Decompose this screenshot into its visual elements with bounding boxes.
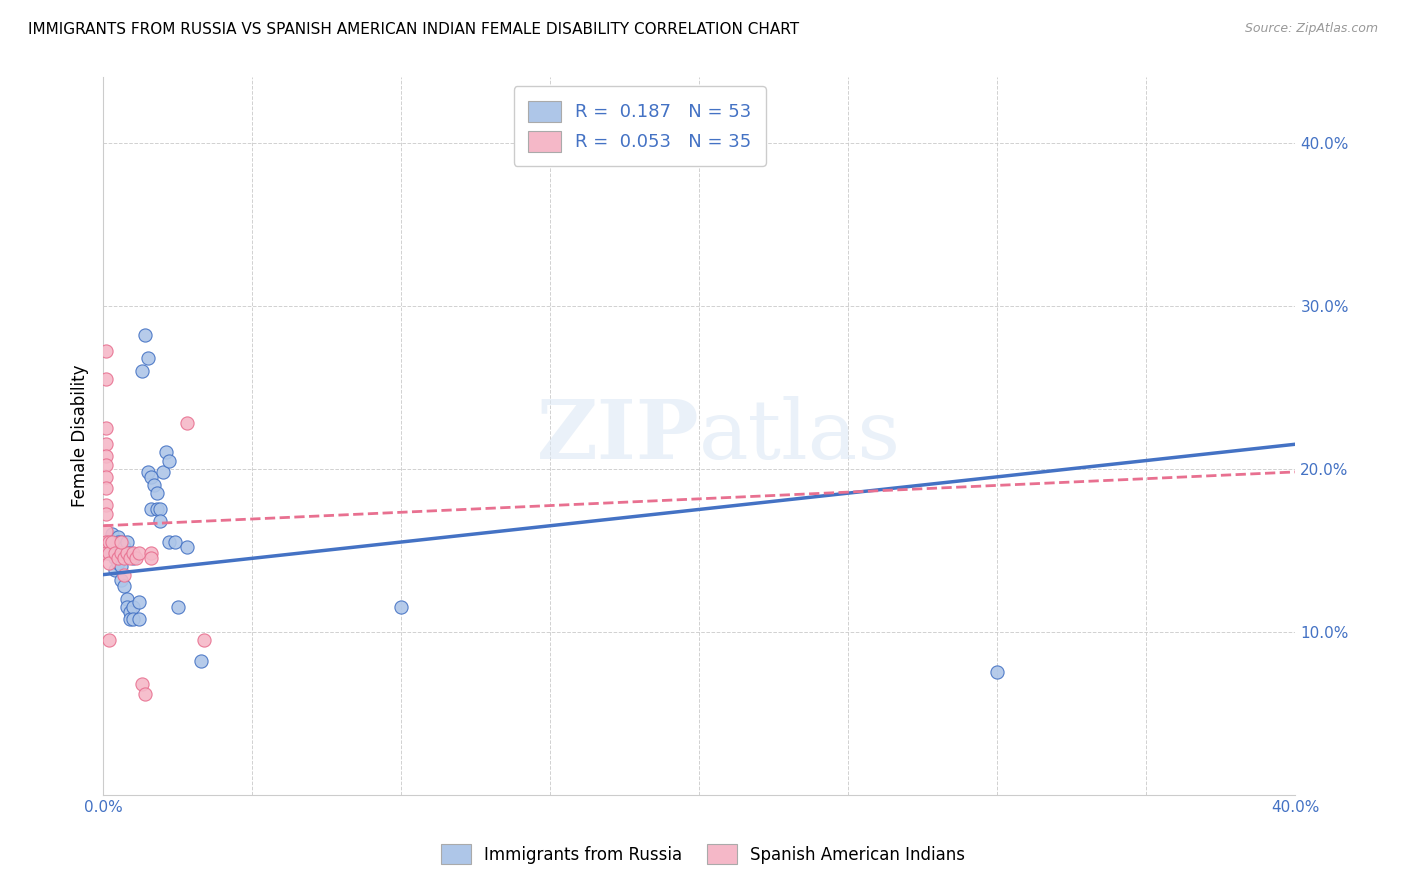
Point — [110, 546, 132, 560]
Point — [98, 546, 121, 560]
Point — [115, 546, 138, 560]
Point — [139, 546, 162, 560]
Point — [136, 465, 159, 479]
Point — [104, 546, 127, 560]
Point — [128, 595, 150, 609]
Point — [107, 535, 129, 549]
Point — [128, 612, 150, 626]
Point — [134, 328, 156, 343]
Point — [118, 612, 141, 626]
Point — [176, 416, 198, 430]
Text: atlas: atlas — [699, 396, 901, 476]
Point — [122, 612, 145, 626]
Point — [104, 563, 127, 577]
Point — [149, 514, 172, 528]
Point — [112, 546, 135, 560]
Point — [110, 535, 132, 549]
Point — [110, 546, 132, 560]
Point — [115, 600, 138, 615]
Point — [94, 508, 117, 522]
Point — [110, 573, 132, 587]
Point — [176, 540, 198, 554]
Point — [98, 535, 121, 549]
Point — [94, 437, 117, 451]
Point — [166, 600, 188, 615]
Point — [94, 546, 117, 560]
Point — [94, 372, 117, 386]
Point — [986, 665, 1008, 680]
Point — [152, 465, 174, 479]
Point — [122, 600, 145, 615]
Point — [118, 546, 141, 560]
Point — [118, 551, 141, 566]
Point — [98, 546, 121, 560]
Point — [389, 600, 412, 615]
Point — [115, 546, 138, 560]
Point — [136, 351, 159, 365]
Point — [107, 556, 129, 570]
Point — [101, 546, 124, 560]
Point — [94, 481, 117, 495]
Point — [104, 540, 127, 554]
Point — [157, 535, 180, 549]
Point — [125, 551, 148, 566]
Point — [112, 579, 135, 593]
Point — [107, 546, 129, 560]
Point — [139, 470, 162, 484]
Point — [98, 556, 121, 570]
Point — [112, 567, 135, 582]
Text: Source: ZipAtlas.com: Source: ZipAtlas.com — [1244, 22, 1378, 36]
Point — [155, 445, 177, 459]
Point — [94, 458, 117, 473]
Point — [94, 470, 117, 484]
Point — [94, 421, 117, 435]
Point — [115, 592, 138, 607]
Point — [94, 535, 117, 549]
Point — [128, 546, 150, 560]
Point — [94, 535, 117, 549]
Point — [190, 654, 212, 668]
Point — [146, 486, 169, 500]
Point — [149, 502, 172, 516]
Point — [94, 449, 117, 463]
Point — [142, 478, 165, 492]
Point — [139, 551, 162, 566]
Point — [134, 687, 156, 701]
Point — [157, 453, 180, 467]
Point — [112, 540, 135, 554]
Point — [101, 535, 124, 549]
Text: ZIP: ZIP — [537, 396, 699, 476]
Point — [163, 535, 186, 549]
Point — [94, 524, 117, 538]
Point — [94, 344, 117, 359]
Point — [110, 559, 132, 574]
Point — [107, 551, 129, 566]
Point — [193, 632, 215, 647]
Legend: R =  0.187   N = 53, R =  0.053   N = 35: R = 0.187 N = 53, R = 0.053 N = 35 — [513, 87, 766, 166]
Point — [98, 632, 121, 647]
Point — [122, 546, 145, 560]
Legend: Immigrants from Russia, Spanish American Indians: Immigrants from Russia, Spanish American… — [434, 838, 972, 871]
Point — [98, 540, 121, 554]
Point — [146, 502, 169, 516]
Point — [115, 535, 138, 549]
Point — [104, 551, 127, 566]
Point — [118, 605, 141, 619]
Point — [94, 498, 117, 512]
Point — [139, 502, 162, 516]
Point — [110, 535, 132, 549]
Point — [107, 530, 129, 544]
Point — [101, 527, 124, 541]
Y-axis label: Female Disability: Female Disability — [72, 365, 89, 508]
Point — [112, 551, 135, 566]
Point — [131, 677, 153, 691]
Point — [122, 551, 145, 566]
Point — [131, 364, 153, 378]
Point — [101, 535, 124, 549]
Text: IMMIGRANTS FROM RUSSIA VS SPANISH AMERICAN INDIAN FEMALE DISABILITY CORRELATION : IMMIGRANTS FROM RUSSIA VS SPANISH AMERIC… — [28, 22, 799, 37]
